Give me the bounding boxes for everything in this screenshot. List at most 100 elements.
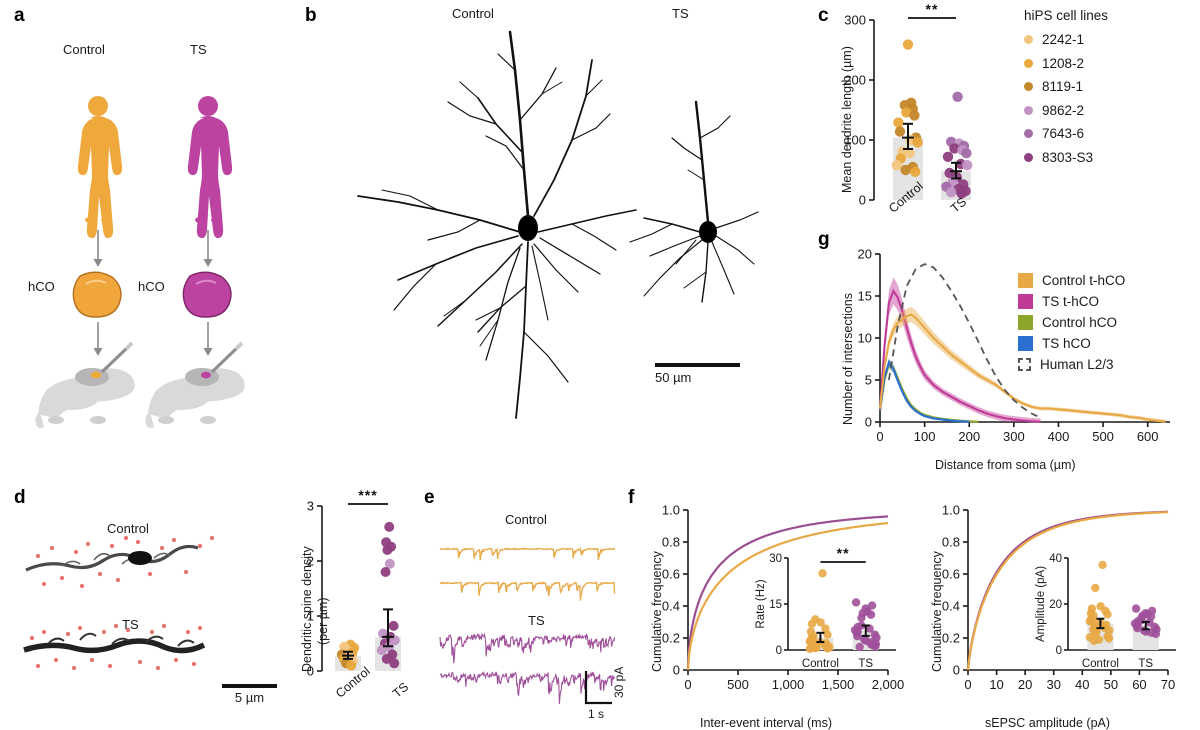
error-bar <box>342 650 354 660</box>
svg-text:100: 100 <box>844 133 866 148</box>
legend-label: Control t-hCO <box>1042 273 1126 288</box>
series-line-human <box>888 263 1041 419</box>
panel-a-ts-label: TS <box>190 42 207 57</box>
inset-data-point <box>1091 583 1100 593</box>
svg-text:20: 20 <box>858 247 872 262</box>
legend-dot-icon <box>1024 152 1033 162</box>
svg-text:1.0: 1.0 <box>942 503 960 518</box>
legend-label: 9862-2 <box>1042 102 1085 118</box>
legend-item-8119-1: 8119-1 <box>1024 79 1194 94</box>
data-point <box>962 160 973 171</box>
svg-text:20: 20 <box>1018 677 1032 692</box>
data-point <box>388 620 399 631</box>
data-point <box>949 143 960 154</box>
legend-label: 8303-S3 <box>1042 149 1094 165</box>
svg-text:0: 0 <box>859 193 866 208</box>
svg-text:1,500: 1,500 <box>822 677 855 692</box>
inset-data-point <box>805 644 815 653</box>
error-bar <box>950 161 962 180</box>
inset-data-point <box>818 569 827 578</box>
panel-c-legend-title: hiPS cell lines <box>1024 8 1109 23</box>
legend-label: 7643-6 <box>1042 126 1085 141</box>
panel-a-schematic <box>20 14 290 434</box>
control-human-figure <box>77 96 123 239</box>
series-band <box>880 277 1041 422</box>
legend-item-Control-t-hCO: Control t-hCO <box>1018 273 1125 288</box>
svg-text:30: 30 <box>769 553 782 565</box>
svg-text:0: 0 <box>673 663 680 678</box>
legend-item-TS-t-hCO: TS t-hCO <box>1018 294 1125 309</box>
panel-f-right-ylabel: Cumulative frequency <box>930 551 944 672</box>
inset-data-point <box>1098 560 1107 570</box>
panel-d-scalebar: 5 µm <box>222 684 277 705</box>
svg-text:15: 15 <box>858 289 872 304</box>
panel-letter-d: d <box>14 487 26 508</box>
ephys-trace <box>439 632 616 664</box>
svg-text:0: 0 <box>876 429 883 444</box>
arrow-down-control-2 <box>93 322 103 356</box>
panel-letter-e: e <box>424 487 435 508</box>
data-point <box>382 545 393 555</box>
panel-letter-a: a <box>14 5 25 26</box>
svg-text:40: 40 <box>1075 677 1089 692</box>
panel-f-left-xlabel: Inter-event interval (ms) <box>700 716 832 730</box>
svg-text:15: 15 <box>769 599 782 611</box>
svg-text:0: 0 <box>307 664 314 679</box>
panel-d-spine-images <box>22 508 237 683</box>
inset-significance-marker: ** <box>837 545 850 561</box>
svg-text:0: 0 <box>964 677 971 692</box>
inset-xtick: TS <box>1138 658 1153 670</box>
data-point <box>961 148 972 159</box>
data-point <box>901 107 912 118</box>
svg-text:0: 0 <box>684 677 691 692</box>
data-point <box>900 164 911 176</box>
svg-text:5: 5 <box>865 373 872 388</box>
error-bar <box>902 122 914 150</box>
panel-f-left-chart: 0 0.2 0.4 0.6 0.8 1.0 0 500 1,000 1,500 2,000 0 15 30… <box>640 496 910 706</box>
svg-text:40: 40 <box>1049 553 1062 565</box>
panel-f-right-chart: 0 0.2 0.4 0.6 0.8 1.0 0 10 20 30 40 50 60 70 0 20 40 Cont… <box>920 496 1190 706</box>
svg-text:0.8: 0.8 <box>662 535 680 550</box>
svg-text:200: 200 <box>844 73 866 88</box>
panel-d-ylabel-line2: (per µm) <box>316 597 330 645</box>
panel-letter-b: b <box>305 5 317 26</box>
svg-text:0.4: 0.4 <box>942 599 960 614</box>
inset-data-point <box>857 613 866 622</box>
ts-neuron-tracing <box>629 100 759 303</box>
data-point <box>389 658 400 669</box>
svg-text:30: 30 <box>1046 677 1060 692</box>
legend-dot-icon <box>1024 105 1033 115</box>
panel-c-chart: 0 100 200 300 ** <box>830 1 1020 236</box>
legend-dot-icon <box>1024 129 1033 138</box>
svg-text:300: 300 <box>844 13 866 28</box>
svg-text:0.2: 0.2 <box>662 631 680 646</box>
svg-text:0: 0 <box>865 415 872 430</box>
panel-letter-g: g <box>818 229 830 250</box>
legend-label: 8119-1 <box>1042 79 1084 94</box>
data-point <box>910 166 921 177</box>
svg-text:300: 300 <box>1003 429 1025 444</box>
inset-error-bar <box>816 631 825 644</box>
svg-text:0: 0 <box>776 645 782 657</box>
panel-a-control-label: Control <box>63 42 105 57</box>
inset-xtick: Control <box>1082 658 1119 670</box>
data-point <box>380 567 391 577</box>
inset-xtick: TS <box>858 658 873 670</box>
svg-text:70: 70 <box>1161 677 1175 692</box>
svg-text:0: 0 <box>953 663 960 678</box>
inset-data-point <box>851 598 861 607</box>
panel-g-chart: 0 5 10 15 20 0 100 200 300 400 500 600 <box>832 240 1194 455</box>
dashed-square-icon <box>1018 358 1031 371</box>
panel-e-ts-label: TS <box>528 613 545 628</box>
legend-dot-icon <box>1024 35 1033 44</box>
legend-swatch-icon <box>1018 336 1033 351</box>
panel-d-chart: 0 1 2 3 *** <box>288 487 413 692</box>
legend-label: TS hCO <box>1042 336 1091 351</box>
arrow-down-ts-1 <box>203 230 213 267</box>
svg-text:0.6: 0.6 <box>942 567 960 582</box>
arrow-down-control-1 <box>93 230 103 267</box>
inset-error-bar <box>861 624 870 637</box>
panel-b-control-label: Control <box>452 6 494 21</box>
series-band <box>880 306 1166 422</box>
svg-text:600: 600 <box>1137 429 1159 444</box>
